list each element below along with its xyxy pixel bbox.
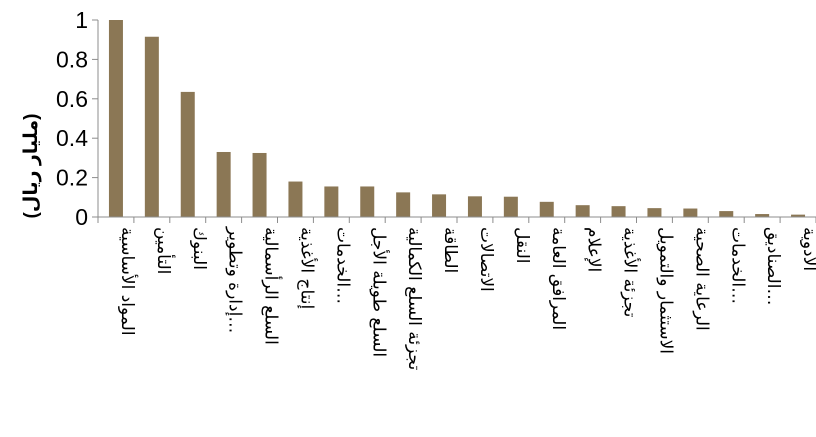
bar [539, 201, 554, 217]
bar [791, 214, 806, 217]
bar [755, 214, 770, 217]
x-tick-label: الخدمات… [727, 227, 747, 304]
bar [180, 91, 195, 217]
bar [216, 151, 231, 217]
bar [108, 20, 123, 217]
x-tick-label: البنوك [189, 227, 209, 270]
bar [252, 152, 267, 217]
bar [360, 186, 375, 217]
x-tick-label: تجزئة السلع الكمالية [404, 227, 424, 370]
bar [396, 192, 411, 217]
bar [575, 205, 590, 217]
bar [432, 194, 447, 217]
y-axis-label-group: (مليار ريال) [21, 114, 42, 219]
x-tick-label: المواد الأساسية [117, 227, 138, 336]
bar [611, 206, 626, 217]
x-tick-label: الخدمات… [332, 227, 352, 304]
x-tick-label: الاستثمار والتمويل [655, 227, 675, 354]
y-axis-label: (مليار ريال) [21, 114, 42, 219]
bars [108, 20, 806, 218]
y-tick-label: 0 [75, 204, 88, 230]
bar [647, 208, 662, 217]
x-tick-label: المرافق العامة [548, 227, 568, 330]
bar [288, 181, 303, 217]
x-tick-label: إدارة وتطوير… [225, 226, 245, 333]
x-tick-label: تجزئة الأغذية [620, 227, 641, 318]
x-tick-label: الأدوية [799, 227, 816, 271]
axes [97, 20, 816, 218]
x-tick-label: الاتصالات [476, 227, 496, 292]
bar [503, 196, 518, 217]
x-tick-label: الرعاية الصحية [691, 227, 711, 331]
x-tick-label: السلع طويلة الأجل [368, 227, 389, 357]
y-tick-label: 0.6 [56, 86, 88, 112]
x-tick-label: التأمين [153, 227, 176, 274]
bar [144, 36, 159, 218]
y-tick-label: 1 [75, 7, 88, 33]
y-tick-label: 0.2 [56, 165, 88, 191]
bar [683, 208, 698, 217]
x-tick-label: السلع الرأسمالية [261, 227, 283, 345]
x-axis-tick-labels: المواد الأساسية التأمين البنوك إدارة وتطوير… [97, 217, 816, 370]
y-tick-label: 0.8 [56, 46, 88, 72]
x-tick-label: إنتاج الأغذية [296, 227, 317, 309]
x-tick-label: الطاقة [440, 227, 460, 273]
y-axis-ticks: 0 0.2 0.4 0.6 0.8 1 [56, 7, 98, 230]
bar [324, 186, 339, 217]
bar [467, 196, 482, 217]
x-tick-label: الصناديق… [763, 227, 783, 305]
x-tick-label: النقل [512, 227, 532, 264]
bar [719, 211, 734, 217]
x-tick-label: الإعلام [584, 227, 604, 272]
y-tick-label: 0.4 [56, 125, 88, 151]
